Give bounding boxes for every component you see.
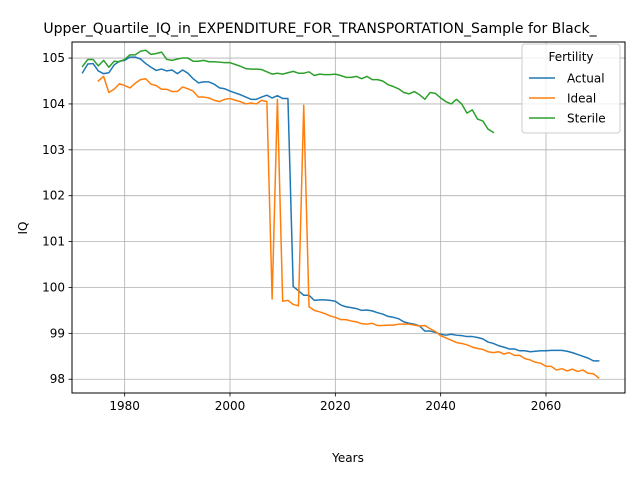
y-tick-label: 98 xyxy=(50,372,65,386)
y-tick-label: 99 xyxy=(50,326,65,340)
legend-entries: Actual Ideal Sterile xyxy=(529,72,606,126)
y-tick-label: 102 xyxy=(42,189,65,203)
grid xyxy=(72,42,625,393)
y-axis-label: IQ xyxy=(16,222,30,235)
series-lines xyxy=(81,49,600,379)
legend-label-actual: Actual xyxy=(567,72,605,86)
legend-box xyxy=(521,43,621,134)
chart-title: Upper_Quartile_IQ_in_EXPENDITURE_FOR_TRA… xyxy=(43,21,597,37)
x-tick-label: 2000 xyxy=(215,399,246,413)
x-tick-label: 2060 xyxy=(531,399,562,413)
y-tick-label: 104 xyxy=(42,97,65,111)
legend-label-sterile: Sterile xyxy=(567,112,606,126)
x-tick-label: 2020 xyxy=(320,399,351,413)
legend-label-ideal: Ideal xyxy=(567,92,596,106)
series-line-ideal xyxy=(97,75,600,379)
y-tick-label: 101 xyxy=(42,235,65,249)
y-tick-label: 105 xyxy=(42,51,65,65)
plot-frame xyxy=(71,41,626,394)
x-tick-label: 2040 xyxy=(425,399,456,413)
y-tick-label: 100 xyxy=(42,280,65,294)
legend: Fertility Actual Ideal Sterile xyxy=(521,43,621,134)
x-axis-label: Years xyxy=(331,451,364,465)
x-tick-label: 1980 xyxy=(109,399,140,413)
series-line-actual xyxy=(81,56,600,362)
y-axis-ticks: 98 99 100 101 102 103 104 105 xyxy=(42,51,72,386)
legend-title: Fertility xyxy=(548,50,593,64)
x-axis-ticks: 1980 2000 2020 2040 2060 xyxy=(109,393,561,413)
series-line-sterile xyxy=(81,49,495,134)
y-tick-label: 103 xyxy=(42,143,65,157)
